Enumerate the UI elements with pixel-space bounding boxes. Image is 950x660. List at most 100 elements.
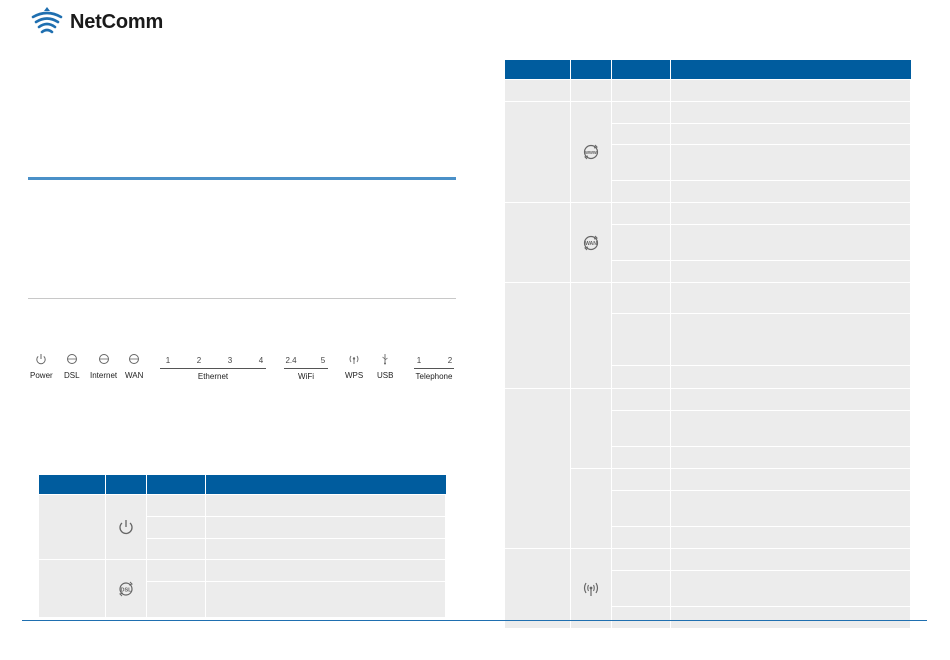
table-cell <box>669 446 912 469</box>
ethernet-port-number: 3 <box>227 356 233 365</box>
table-cell <box>204 538 447 560</box>
table-row <box>39 538 447 560</box>
telephone-group-line <box>414 368 454 369</box>
telephone-port-number: 1 <box>416 356 422 365</box>
table-cell <box>610 490 671 527</box>
ethernet-group-line <box>160 368 266 369</box>
wan-led-label: WAN <box>125 371 144 380</box>
power-icon <box>34 352 48 366</box>
table-row <box>505 490 912 527</box>
internet-led: Internet <box>90 352 117 380</box>
wan-icon <box>127 352 141 366</box>
table-cell: WAN <box>569 202 612 283</box>
table-cell <box>569 282 612 389</box>
table-cell <box>669 313 912 366</box>
table-cell <box>669 123 912 145</box>
table-cell <box>569 548 612 629</box>
table-cell <box>669 180 912 203</box>
table-cell <box>104 494 147 560</box>
table-header-cell <box>105 475 147 495</box>
table-cell <box>145 516 206 539</box>
wifi-logo-icon <box>31 7 63 34</box>
table-cell <box>569 388 612 469</box>
table-row <box>504 388 912 549</box>
table-cell <box>610 180 671 203</box>
wifi-group-line <box>284 368 328 369</box>
table-row <box>504 282 912 389</box>
table-row <box>39 581 447 618</box>
table-header-cell <box>38 475 106 495</box>
table-cell <box>569 468 612 549</box>
table-cell <box>669 526 912 549</box>
wifi-band-number: 2.4 <box>285 356 297 365</box>
power-led: Power <box>30 352 53 380</box>
table-row <box>38 494 447 560</box>
section-divider-grey <box>28 298 456 299</box>
table-cell <box>610 570 671 607</box>
table-row <box>505 365 912 389</box>
table-cell <box>669 224 912 261</box>
table-cell <box>610 123 671 145</box>
table-row <box>505 526 912 549</box>
table-cell <box>145 538 206 560</box>
table-cell <box>38 559 106 618</box>
table-cell <box>669 101 912 124</box>
power-icon <box>106 518 146 536</box>
dsl-icon <box>65 352 79 366</box>
table-cell <box>504 282 571 389</box>
usb-led-label: USB <box>377 371 394 380</box>
table-cell <box>610 101 671 124</box>
table-cell <box>504 388 571 549</box>
netcomm-logo: NetComm <box>30 4 163 40</box>
table-header-row <box>38 475 446 495</box>
footer-divider <box>22 620 927 621</box>
table-cell <box>145 581 206 618</box>
table-cell <box>669 260 912 283</box>
table-cell <box>204 494 447 517</box>
table-row: DSL <box>38 559 447 618</box>
wps-icon <box>347 352 361 366</box>
table-cell <box>569 79 612 102</box>
table-cell <box>610 144 671 181</box>
table-row <box>504 79 912 102</box>
table-cell <box>669 606 912 629</box>
table-cell <box>669 365 912 389</box>
table-cell <box>610 202 671 225</box>
power-led-label: Power <box>30 371 53 380</box>
table-header-row <box>504 60 911 80</box>
table-cell <box>38 494 106 560</box>
brand-name: NetComm <box>70 10 164 33</box>
table-cell <box>610 224 671 261</box>
ethernet-group-label: Ethernet <box>197 372 229 381</box>
wps-led-label: WPS <box>345 371 364 380</box>
telephone-port-number: 2 <box>447 356 453 365</box>
table-cell <box>669 570 912 607</box>
table-row <box>505 123 912 145</box>
wan-icon: WAN <box>571 233 611 253</box>
wifi-group-label: WiFi <box>298 372 314 381</box>
dsl-icon: DSL <box>106 579 146 599</box>
table-cell <box>669 282 912 314</box>
table-row <box>505 570 912 607</box>
table-header-cell <box>205 475 446 495</box>
internet-icon: www <box>571 142 611 162</box>
table-row <box>505 410 912 447</box>
table-cell <box>145 559 206 582</box>
table-cell <box>610 446 671 469</box>
table-cell <box>204 516 447 539</box>
table-cell <box>610 606 671 629</box>
table-row <box>505 144 912 181</box>
dsl-led: DSL <box>64 352 80 380</box>
wps-icon <box>571 579 611 599</box>
table-cell <box>204 559 447 582</box>
table-row: www <box>504 101 912 203</box>
table-cell <box>669 144 912 181</box>
table-cell <box>669 388 912 411</box>
table-cell <box>669 410 912 447</box>
table-cell <box>669 490 912 527</box>
table-cell <box>610 79 671 102</box>
table-cell <box>610 365 671 389</box>
table-row <box>505 224 912 261</box>
table-header-cell <box>504 60 571 80</box>
wps-led: WPS <box>345 352 363 380</box>
